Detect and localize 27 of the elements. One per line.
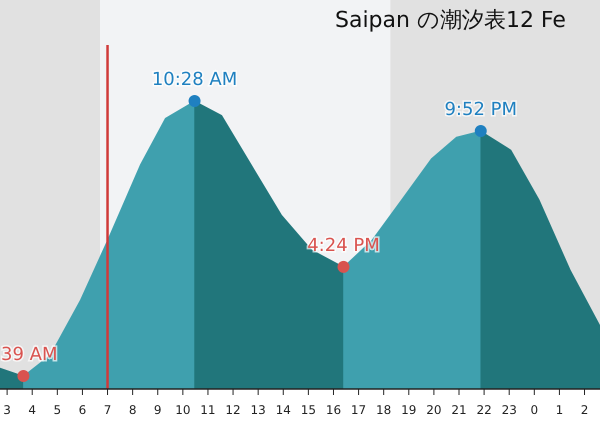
x-tick-label: 0 xyxy=(530,403,538,417)
annotation: 9:52 PM xyxy=(444,98,518,120)
x-tick-label: 1 xyxy=(556,403,564,417)
x-tick-label: 17 xyxy=(350,403,366,417)
x-tick-label: 20 xyxy=(426,403,442,417)
x-tick-label: 21 xyxy=(451,403,467,417)
x-tick-label: 19 xyxy=(401,403,416,417)
x-tick-label: 14 xyxy=(276,403,291,417)
x-tick-label: 2 xyxy=(580,403,588,417)
x-tick-label: 11 xyxy=(200,403,216,417)
x-tick-label: 22 xyxy=(476,403,492,417)
x-tick-label: 7 xyxy=(104,403,112,417)
x-tick-label: 12 xyxy=(225,403,241,417)
x-tick-label: 8 xyxy=(128,403,136,417)
x-tick-label: 18 xyxy=(376,403,392,417)
x-tick-label: 4 xyxy=(28,403,36,417)
x-tick-label: 13 xyxy=(250,403,266,417)
x-tick-label: 10 xyxy=(175,403,190,417)
x-tick-label: 16 xyxy=(326,403,342,417)
x-tick-label: 3 xyxy=(3,403,11,417)
x-tick-label: 6 xyxy=(78,403,86,417)
x-tick-label: 5 xyxy=(54,403,62,417)
x-tick-label: 23 xyxy=(502,403,517,417)
chart-title: Saipan の潮汐表12 Fe xyxy=(335,8,566,33)
x-tick-label: 15 xyxy=(300,403,316,417)
x-tick-label: 9 xyxy=(154,403,162,417)
annotation: 10:28 AM xyxy=(152,69,238,90)
